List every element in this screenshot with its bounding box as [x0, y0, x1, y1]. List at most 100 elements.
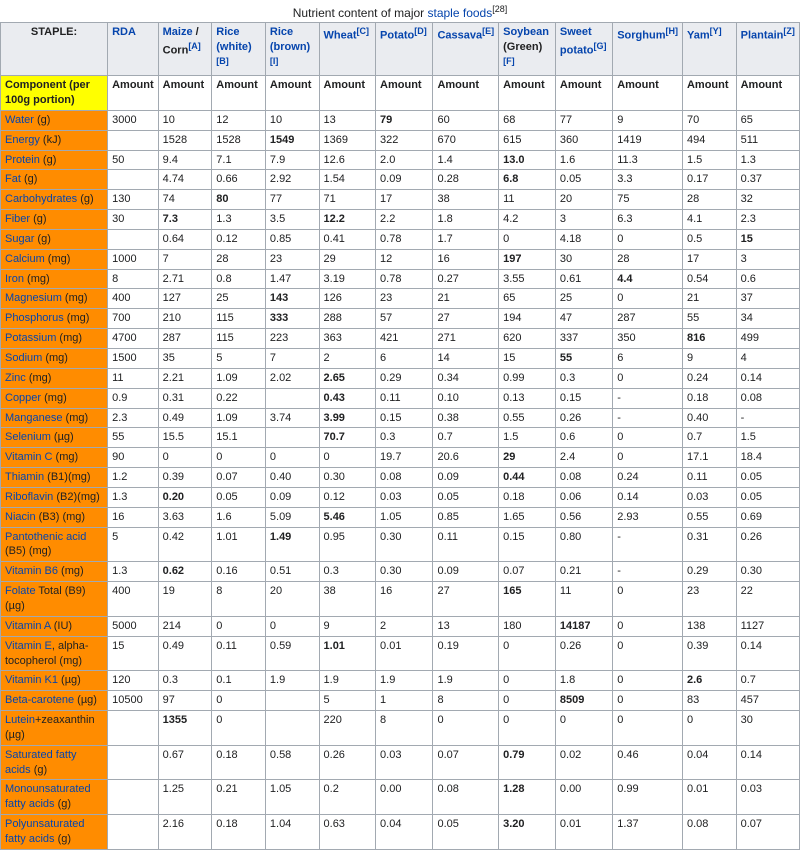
rda-cell: 8 [108, 269, 159, 289]
value-cell: 0.26 [555, 636, 612, 671]
nutrient-link[interactable]: Energy [5, 134, 40, 146]
bold-value: 4.4 [617, 273, 632, 285]
value-cell: 68 [499, 110, 556, 130]
value-cell: 180 [499, 616, 556, 636]
food-link[interactable]: Maize [163, 26, 193, 38]
nutrient-link[interactable]: Riboflavin [5, 491, 53, 503]
nutrient-link[interactable]: Potassium [5, 332, 56, 344]
row-unit: (IU) [51, 620, 72, 632]
value-cell: 12.6 [319, 150, 376, 170]
value-cell: - [736, 408, 799, 428]
table-row: Sugar (g)0.640.120.850.410.781.704.1800.… [1, 229, 800, 249]
value-cell: 0.51 [265, 562, 319, 582]
nutrient-link[interactable]: Polyunsaturated fatty acids [5, 818, 85, 845]
row-label-suffix: (B2)(mg) [53, 491, 99, 503]
bold-value: 0.20 [163, 491, 184, 503]
value-cell: 0 [499, 711, 556, 746]
row-label: Riboflavin (B2)(mg) [1, 487, 108, 507]
value-cell: 47 [555, 309, 612, 329]
header-food: Sorghum[H] [613, 23, 683, 76]
nutrient-link[interactable]: Selenium [5, 431, 51, 443]
value-cell: 0.30 [736, 562, 799, 582]
nutrient-link[interactable]: Sugar [5, 233, 34, 245]
value-cell: 23 [376, 289, 433, 309]
value-cell: 0.31 [158, 388, 212, 408]
nutrient-link[interactable]: Protein [5, 154, 40, 166]
value-cell: 0.55 [682, 507, 736, 527]
nutrient-link[interactable]: Vitamin E [5, 640, 52, 652]
food-link[interactable]: Wheat [324, 30, 357, 42]
value-cell: 17 [682, 249, 736, 269]
nutrient-link[interactable]: Copper [5, 392, 41, 404]
value-cell: 3.20 [499, 815, 556, 850]
nutrient-link[interactable]: Carbohydrates [5, 193, 77, 205]
value-cell: 0.18 [499, 487, 556, 507]
nutrient-link[interactable]: Fat [5, 173, 21, 185]
nutrient-link[interactable]: Vitamin C [5, 451, 52, 463]
food-link[interactable]: Rice (white) [216, 26, 251, 53]
food-link[interactable]: Sorghum [617, 30, 665, 42]
nutrient-link[interactable]: Magnesium [5, 292, 62, 304]
nutrient-link[interactable]: Vitamin A [5, 620, 51, 632]
caption-link[interactable]: staple foods [428, 6, 493, 20]
nutrient-link[interactable]: Manganese [5, 412, 63, 424]
row-unit: (g) [21, 173, 38, 185]
value-cell: 7.9 [265, 150, 319, 170]
nutrient-link[interactable]: Folate [5, 585, 36, 597]
rda-cell: 3000 [108, 110, 159, 130]
value-cell: 7.1 [212, 150, 266, 170]
food-link[interactable]: Soybean [503, 26, 549, 38]
header-food: Yam[Y] [682, 23, 736, 76]
header-food: Plantain[Z] [736, 23, 799, 76]
row-unit: (mg) [63, 412, 89, 424]
value-cell: 0.44 [499, 468, 556, 488]
amount-header: Amount [376, 76, 433, 111]
nutrient-link[interactable]: Sodium [5, 352, 42, 364]
food-link[interactable]: Cassava [437, 30, 482, 42]
value-cell: 0.04 [376, 815, 433, 850]
value-cell: 0 [613, 368, 683, 388]
food-link[interactable]: Yam [687, 30, 710, 42]
bold-value: 8509 [560, 694, 584, 706]
food-link[interactable]: Rice (brown) [270, 26, 310, 53]
value-cell: 287 [158, 329, 212, 349]
bold-value: 1.28 [503, 783, 524, 795]
value-cell: 25 [212, 289, 266, 309]
nutrient-link[interactable]: Monounsaturated fatty acids [5, 783, 91, 810]
value-cell: 0.80 [555, 527, 612, 562]
row-label: Selenium (µg) [1, 428, 108, 448]
value-cell: 0.56 [555, 507, 612, 527]
rda-cell: 5000 [108, 616, 159, 636]
nutrient-link[interactable]: Thiamin [5, 471, 44, 483]
nutrient-link[interactable]: Niacin [5, 511, 36, 523]
nutrient-link[interactable]: Lutein [5, 714, 35, 726]
row-label-suffix: (B5) (mg) [5, 545, 51, 557]
nutrient-link[interactable]: Fiber [5, 213, 30, 225]
value-cell: - [613, 527, 683, 562]
nutrient-link[interactable]: Vitamin K1 [5, 674, 58, 686]
food-link[interactable]: Sweet potato [560, 26, 594, 57]
row-label-suffix: (B1)(mg) [44, 471, 90, 483]
nutrient-link[interactable]: Pantothenic acid [5, 531, 86, 543]
rda-cell [108, 815, 159, 850]
rda-cell: 90 [108, 448, 159, 468]
nutrient-link[interactable]: Phosphorus [5, 312, 64, 324]
food-extra: (Green) [503, 41, 542, 53]
nutrient-link[interactable]: Vitamin B6 [5, 565, 58, 577]
table-row: Magnesium (mg)40012725143126232165250213… [1, 289, 800, 309]
rda-link[interactable]: RDA [112, 26, 136, 38]
nutrient-link[interactable]: Iron [5, 273, 24, 285]
nutrient-link[interactable]: Zinc [5, 372, 26, 384]
nutrient-link[interactable]: Beta-carotene [5, 694, 74, 706]
amount-header: Amount [499, 76, 556, 111]
table-row: Folate Total (B9) (µg)400198203816271651… [1, 582, 800, 617]
nutrient-link[interactable]: Calcium [5, 253, 45, 265]
nutrient-link[interactable]: Water [5, 114, 34, 126]
value-cell: 421 [376, 329, 433, 349]
value-cell: 0.14 [736, 745, 799, 780]
value-cell: 28 [682, 190, 736, 210]
bold-value: 3.99 [324, 412, 345, 424]
food-link[interactable]: Potato [380, 30, 414, 42]
value-cell: 15 [499, 349, 556, 369]
food-link[interactable]: Plantain [741, 30, 784, 42]
